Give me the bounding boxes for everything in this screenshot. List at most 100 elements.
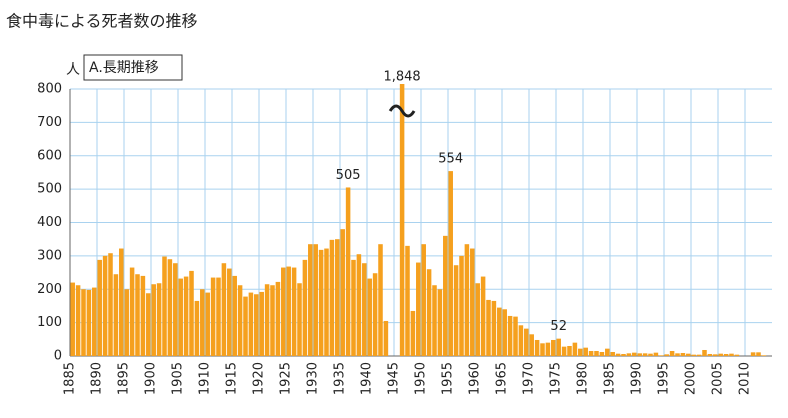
bar: [696, 354, 702, 356]
bar: [324, 248, 329, 356]
bar: [642, 353, 648, 356]
bar: [426, 269, 432, 356]
bar: [551, 339, 556, 356]
bar: [599, 351, 605, 356]
y-tick-label: 0: [54, 349, 62, 364]
bar: [221, 263, 227, 356]
bar: [210, 277, 216, 356]
x-tick-label: 2005: [711, 362, 726, 395]
bar: [308, 244, 313, 356]
bar: [216, 277, 221, 356]
bar: [578, 348, 583, 356]
bar: [205, 292, 210, 356]
bar: [97, 259, 102, 356]
bar: [70, 282, 75, 356]
bar: [497, 307, 502, 356]
bar: [680, 352, 686, 356]
bar: [189, 270, 194, 356]
bar: [340, 229, 345, 356]
bar: [713, 354, 718, 356]
bar: [178, 278, 183, 356]
x-tick-label: 1985: [603, 362, 618, 395]
bar: [291, 267, 297, 356]
bar: [302, 259, 308, 356]
x-tick-label: 1900: [144, 362, 159, 395]
bar: [183, 276, 189, 356]
bar: [259, 291, 264, 356]
bar: [605, 348, 610, 356]
y-tick-label: 300: [37, 248, 62, 263]
bar: [351, 259, 356, 356]
bar: [275, 281, 281, 356]
bar: [200, 289, 205, 356]
bar: [281, 267, 286, 356]
subtitle-box: [83, 54, 183, 81]
value-label: 52: [550, 319, 567, 334]
x-tick-label: 1970: [522, 362, 537, 395]
x-tick-label: 1895: [117, 362, 132, 395]
bar: [416, 262, 421, 356]
bar: [372, 273, 378, 356]
bar: [75, 285, 81, 356]
bar: [686, 353, 691, 356]
bar: [556, 338, 561, 356]
bar: [626, 353, 632, 356]
bar: [464, 244, 470, 356]
bar: [491, 300, 497, 356]
bar: [113, 274, 119, 356]
bar: [286, 266, 291, 356]
bar: [167, 259, 173, 356]
bar: [173, 263, 178, 356]
bar: [756, 352, 761, 356]
bar: [561, 346, 567, 356]
x-tick-label: 1975: [549, 362, 564, 395]
bar: [734, 354, 740, 356]
bar: [227, 268, 232, 356]
y-tick-label: 700: [37, 115, 62, 130]
bar: [102, 255, 108, 356]
bar: [264, 284, 270, 356]
y-tick-label: 600: [37, 148, 62, 163]
value-label: 1,848: [383, 70, 420, 85]
bar: [702, 349, 707, 356]
bar: [453, 265, 459, 356]
bar: [356, 254, 362, 356]
bar: [254, 294, 259, 356]
bar: [313, 244, 318, 356]
x-tick-label: 1955: [441, 362, 456, 395]
bar: [162, 256, 167, 356]
bar: [475, 283, 480, 356]
bar: [648, 353, 653, 356]
bar: [610, 351, 615, 356]
x-tick-label: 1885: [63, 362, 78, 395]
bar: [718, 353, 723, 356]
y-unit: 人: [66, 62, 80, 78]
x-tick-label: 1945: [387, 362, 402, 395]
bar: [637, 353, 642, 356]
bar: [237, 285, 243, 356]
bar: [410, 310, 416, 356]
chart-title: 食中毒による死者数の推移: [6, 12, 198, 31]
bar: [572, 342, 578, 356]
x-tick-label: 1905: [171, 362, 186, 395]
bar: [156, 283, 162, 356]
bar: [486, 299, 491, 356]
y-tick-label: 500: [37, 182, 62, 197]
bar: [615, 353, 621, 356]
bar: [194, 300, 200, 356]
bar: [146, 293, 151, 356]
bar: [529, 334, 534, 356]
bar: [345, 187, 351, 356]
bar: [248, 292, 254, 356]
bar: [723, 353, 729, 356]
bar: [621, 353, 626, 356]
bar: [518, 325, 524, 356]
bar: [329, 239, 335, 356]
bar: [534, 339, 540, 356]
bar: [545, 342, 551, 356]
bar: [507, 315, 513, 356]
x-tick-label: 1935: [333, 362, 348, 395]
bar: [691, 354, 696, 356]
bar: [567, 345, 572, 356]
